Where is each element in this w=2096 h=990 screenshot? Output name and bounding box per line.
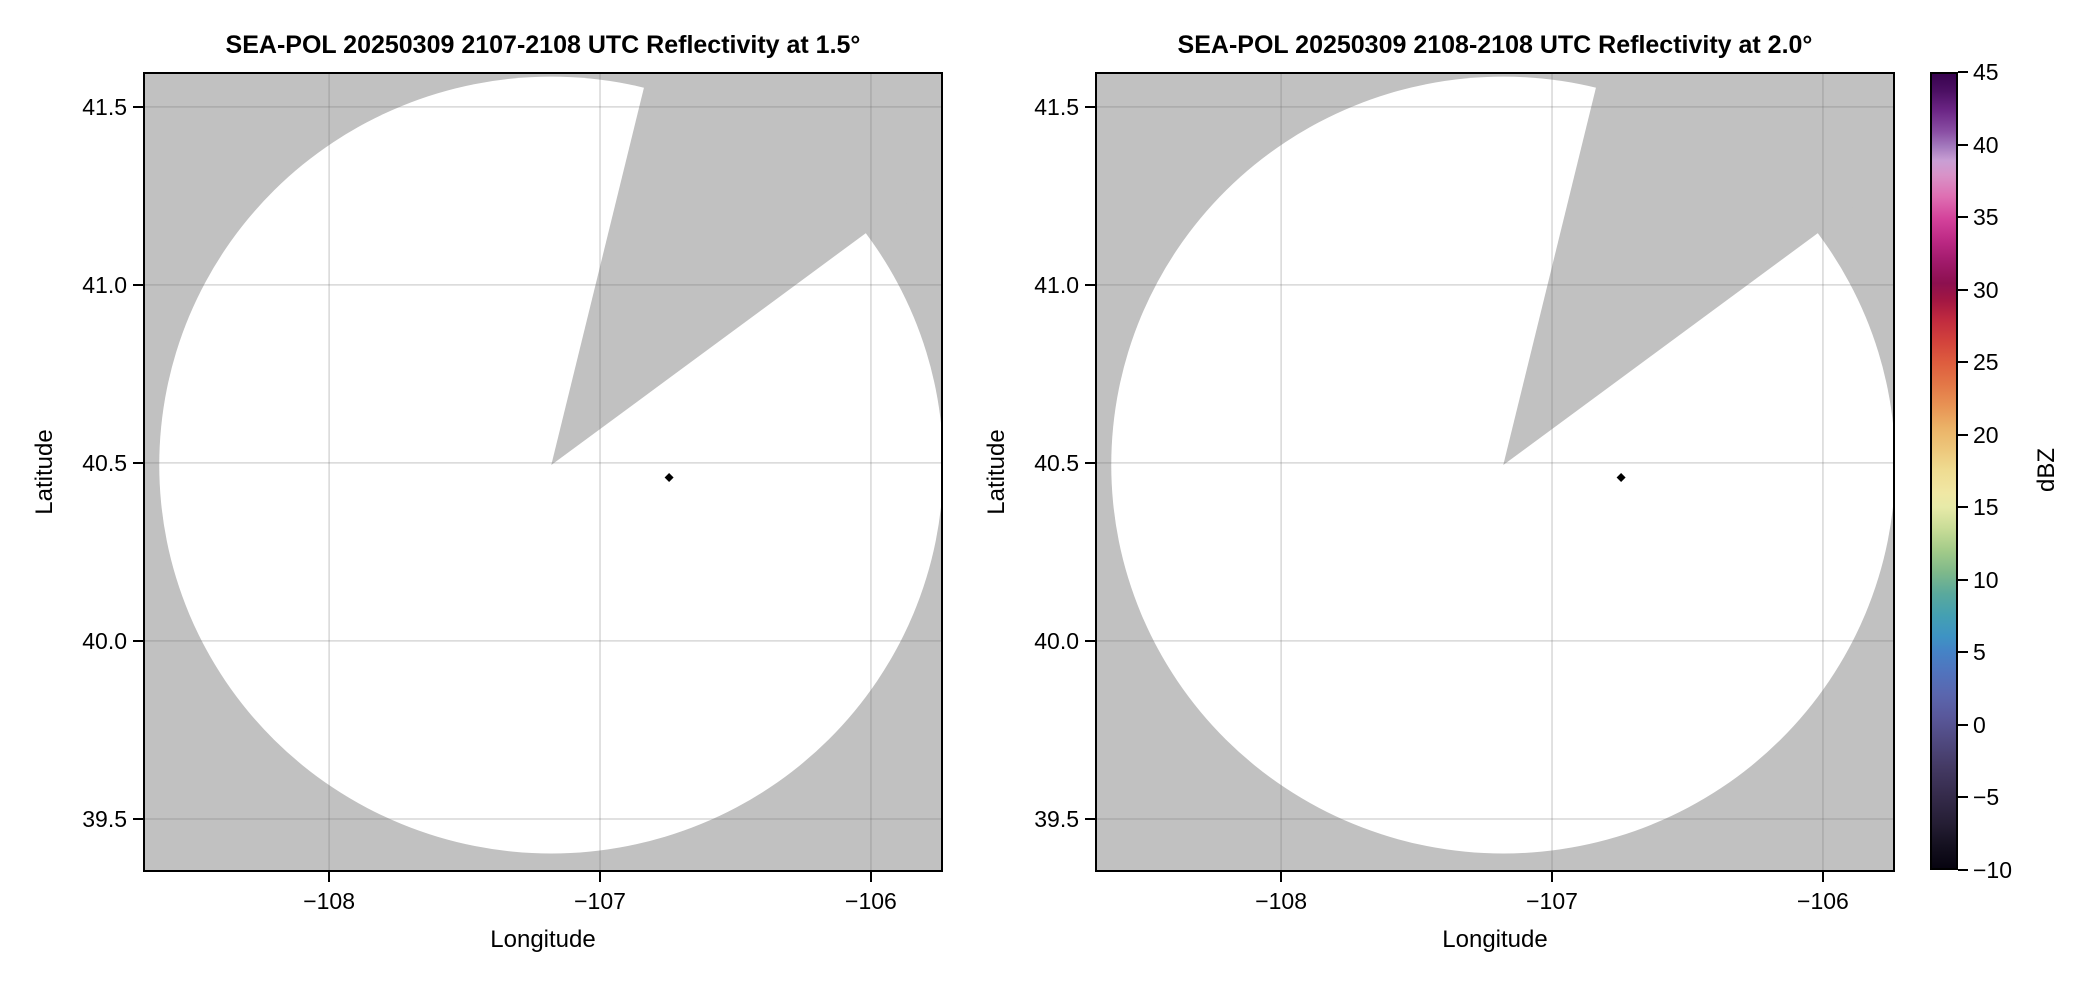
colorbar-tick-label: 40 bbox=[1973, 131, 1999, 158]
colorbar-tick bbox=[1958, 361, 1968, 364]
x-tick-label: −106 bbox=[845, 888, 897, 914]
x-tick-label: −107 bbox=[1526, 888, 1578, 914]
colorbar-tick bbox=[1958, 506, 1968, 509]
y-tick bbox=[1085, 461, 1095, 464]
x-tick-label: −107 bbox=[574, 888, 626, 914]
colorbar-tick-label: 20 bbox=[1973, 421, 1999, 448]
x-tick bbox=[1821, 872, 1824, 882]
panel-title: SEA-POL 20250309 2108-2108 UTC Reflectiv… bbox=[1177, 31, 1813, 59]
colorbar-tick bbox=[1958, 869, 1968, 871]
colorbar-tick bbox=[1958, 143, 1968, 146]
panel-title: SEA-POL 20250309 2107-2108 UTC Reflectiv… bbox=[225, 31, 861, 59]
panel-reflectivity-1-5deg: SEA-POL 20250309 2107-2108 UTC Reflectiv… bbox=[31, 0, 943, 990]
y-tick-label: 40.0 bbox=[82, 627, 127, 654]
y-tick bbox=[133, 639, 143, 642]
colorbar-tick-label: 25 bbox=[1973, 349, 1999, 376]
y-tick-label: 39.5 bbox=[82, 805, 127, 832]
y-tick-label: 39.5 bbox=[1034, 805, 1079, 832]
colorbar-tick-label: −5 bbox=[1973, 784, 2000, 811]
y-tick bbox=[1085, 105, 1095, 108]
y-tick-label: 40.0 bbox=[1034, 627, 1079, 654]
x-axis-label: Longitude bbox=[490, 926, 596, 953]
colorbar-tick-label: 10 bbox=[1973, 566, 1999, 593]
y-tick bbox=[1085, 639, 1095, 642]
radar-plot-area bbox=[143, 72, 943, 872]
radar-site-marker bbox=[664, 473, 674, 483]
x-tick bbox=[1551, 872, 1554, 882]
y-tick-label: 41.0 bbox=[1034, 271, 1079, 298]
colorbar-gradient bbox=[1930, 72, 1958, 870]
y-tick-label: 41.5 bbox=[1034, 93, 1079, 120]
x-tick bbox=[1280, 872, 1283, 882]
x-tick-label: −108 bbox=[1255, 888, 1308, 914]
radar-site-marker bbox=[1616, 473, 1626, 483]
y-tick-label: 41.5 bbox=[82, 93, 127, 120]
axes-frame bbox=[1095, 72, 1895, 872]
colorbar-tick bbox=[1958, 216, 1968, 219]
y-tick-label: 41.0 bbox=[82, 271, 127, 298]
x-axis-label: Longitude bbox=[1442, 926, 1548, 953]
y-tick bbox=[133, 461, 143, 464]
x-tick-label: −106 bbox=[1797, 888, 1849, 914]
x-tick bbox=[599, 872, 602, 882]
colorbar-tick bbox=[1958, 288, 1968, 291]
blocked-sector bbox=[551, 72, 943, 466]
colorbar-tick-label: 35 bbox=[1973, 204, 1999, 231]
colorbar-tick bbox=[1958, 651, 1968, 654]
x-tick-label: −108 bbox=[303, 888, 356, 914]
colorbar-tick bbox=[1958, 723, 1968, 726]
colorbar-tick bbox=[1958, 578, 1968, 581]
colorbar-tick-label: 5 bbox=[1973, 639, 1986, 666]
colorbar-tick-label: 15 bbox=[1973, 494, 1999, 521]
colorbar-label: dBZ bbox=[2033, 447, 2060, 493]
y-tick bbox=[133, 105, 143, 108]
axes-frame bbox=[143, 72, 943, 872]
y-tick bbox=[1085, 817, 1095, 820]
blocked-sector bbox=[1503, 72, 1895, 466]
y-tick bbox=[133, 283, 143, 286]
colorbar: dBZ 45 40 35 30 25 20 15 10 5 0 −5 −10 bbox=[1930, 59, 2096, 883]
colorbar-tick-label: 45 bbox=[1973, 59, 1999, 85]
x-tick bbox=[869, 872, 872, 882]
colorbar-tick-label: 0 bbox=[1973, 711, 1986, 738]
colorbar-tick-label: −10 bbox=[1973, 857, 2013, 883]
radar-plot-area bbox=[1095, 72, 1895, 872]
x-tick bbox=[328, 872, 331, 882]
colorbar-tick bbox=[1958, 71, 1968, 73]
colorbar-tick bbox=[1958, 433, 1968, 436]
y-tick bbox=[1085, 283, 1095, 286]
colorbar-tick-label: 30 bbox=[1973, 276, 1999, 303]
y-tick-label: 40.5 bbox=[82, 449, 127, 476]
colorbar-tick bbox=[1958, 796, 1968, 799]
y-tick-label: 40.5 bbox=[1034, 449, 1079, 476]
panel-reflectivity-2-0deg: SEA-POL 20250309 2108-2108 UTC Reflectiv… bbox=[983, 0, 1895, 990]
y-tick bbox=[133, 817, 143, 820]
